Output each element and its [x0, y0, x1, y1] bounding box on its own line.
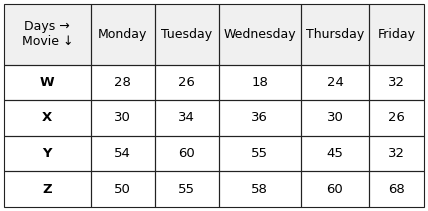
Bar	[369, 136, 424, 171]
Bar	[301, 100, 369, 136]
Bar	[4, 136, 91, 171]
Bar	[155, 65, 219, 100]
Bar	[155, 171, 219, 207]
Bar	[91, 65, 155, 100]
Bar	[219, 4, 301, 65]
Bar	[91, 100, 155, 136]
Text: Days →
Movie ↓: Days → Movie ↓	[22, 20, 73, 48]
Text: Friday: Friday	[377, 28, 416, 41]
Bar	[91, 65, 155, 100]
Bar	[4, 4, 91, 65]
Bar	[219, 65, 301, 100]
Bar	[155, 136, 219, 171]
Bar	[301, 65, 369, 100]
Text: 32: 32	[388, 147, 405, 160]
Bar	[301, 136, 369, 171]
Bar	[301, 100, 369, 136]
Text: Tuesday: Tuesday	[161, 28, 212, 41]
Bar	[369, 100, 424, 136]
Bar	[369, 100, 424, 136]
Bar	[4, 100, 91, 136]
Bar	[155, 100, 219, 136]
Bar	[155, 4, 219, 65]
Text: 55: 55	[178, 183, 195, 196]
Text: 34: 34	[178, 111, 195, 124]
Bar	[219, 136, 301, 171]
Text: 55: 55	[251, 147, 268, 160]
Bar	[91, 171, 155, 207]
Bar	[4, 136, 91, 171]
Text: 26: 26	[178, 76, 195, 89]
Text: X: X	[42, 111, 53, 124]
Bar	[4, 100, 91, 136]
Text: W: W	[40, 76, 55, 89]
Text: 18: 18	[251, 76, 268, 89]
Bar	[301, 4, 369, 65]
Bar	[155, 4, 219, 65]
Text: 50: 50	[114, 183, 131, 196]
Bar	[219, 136, 301, 171]
Text: 24: 24	[327, 76, 343, 89]
Bar	[155, 136, 219, 171]
Text: Wednesday: Wednesday	[223, 28, 296, 41]
Text: 54: 54	[114, 147, 131, 160]
Bar	[369, 4, 424, 65]
Bar	[219, 171, 301, 207]
Bar	[91, 171, 155, 207]
Bar	[4, 65, 91, 100]
Bar	[219, 4, 301, 65]
Bar	[219, 100, 301, 136]
Bar	[4, 4, 91, 65]
Bar	[301, 171, 369, 207]
Bar	[4, 65, 91, 100]
Text: Thursday: Thursday	[306, 28, 364, 41]
Bar	[219, 171, 301, 207]
Bar	[91, 136, 155, 171]
Bar	[155, 171, 219, 207]
Text: 60: 60	[327, 183, 343, 196]
Bar	[4, 171, 91, 207]
Text: 45: 45	[327, 147, 343, 160]
Bar	[219, 65, 301, 100]
Text: 60: 60	[178, 147, 195, 160]
Bar	[155, 100, 219, 136]
Bar	[91, 4, 155, 65]
Bar	[219, 100, 301, 136]
Bar	[369, 136, 424, 171]
Bar	[369, 171, 424, 207]
Text: Z: Z	[42, 183, 52, 196]
Bar	[4, 171, 91, 207]
Text: 32: 32	[388, 76, 405, 89]
Bar	[369, 171, 424, 207]
Bar	[155, 65, 219, 100]
Text: Y: Y	[43, 147, 52, 160]
Bar	[369, 65, 424, 100]
Bar	[301, 65, 369, 100]
Bar	[301, 4, 369, 65]
Text: Monday: Monday	[98, 28, 147, 41]
Bar	[369, 4, 424, 65]
Bar	[301, 136, 369, 171]
Bar	[91, 4, 155, 65]
Text: 36: 36	[251, 111, 268, 124]
Bar	[91, 100, 155, 136]
Text: 68: 68	[388, 183, 405, 196]
Text: 58: 58	[251, 183, 268, 196]
Bar	[301, 171, 369, 207]
Bar	[369, 65, 424, 100]
Text: 30: 30	[327, 111, 343, 124]
Bar	[91, 136, 155, 171]
Text: 30: 30	[114, 111, 131, 124]
Text: 26: 26	[388, 111, 405, 124]
Text: 28: 28	[114, 76, 131, 89]
